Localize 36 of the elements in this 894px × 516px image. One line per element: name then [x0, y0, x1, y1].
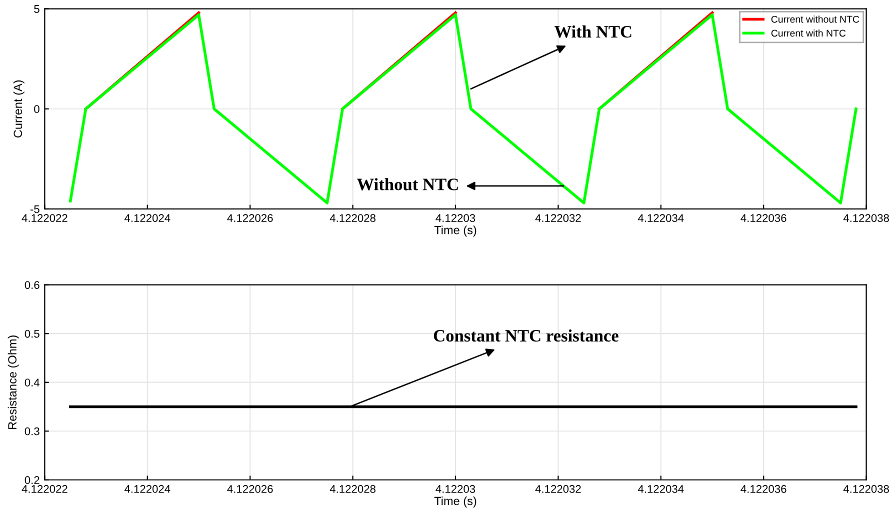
x-tick-label: 4.122026: [227, 214, 273, 222]
x-axis-title: Time (s): [434, 496, 476, 508]
x-tick-label: 4.122038: [843, 485, 889, 493]
annotation: Without NTC: [356, 178, 458, 190]
y-axis-title: Current (A): [13, 80, 24, 138]
x-tick-label: 4.122036: [740, 214, 786, 222]
y-tick-label: 0.4: [24, 378, 40, 386]
legend-label: Current without NTC: [771, 16, 860, 23]
annotation: Constant NTC resistance: [434, 329, 618, 342]
x-tick-label: 4.12203: [436, 485, 476, 493]
y-tick-label: 5: [34, 5, 40, 13]
x-tick-label: 4.122032: [535, 485, 581, 493]
line-series: [68, 13, 858, 204]
x-tick-label: 4.122034: [638, 485, 684, 493]
x-tick-label: 4.122032: [535, 214, 581, 222]
x-tick-label: 4.12203: [436, 214, 476, 222]
x-tick-label: 4.122026: [227, 485, 273, 493]
y-tick-label: -5: [30, 205, 40, 214]
y-tick-label: 0.5: [24, 330, 40, 338]
x-tick-label: 4.122022: [22, 485, 68, 493]
x-tick-label: 4.122024: [124, 214, 170, 222]
x-tick-label: 4.122024: [124, 485, 170, 493]
x-tick-label: 4.122034: [638, 214, 684, 222]
x-tick-label: 4.122038: [843, 214, 889, 222]
x-tick-label: 4.122036: [740, 485, 786, 493]
annotation: With NTC: [554, 25, 632, 38]
x-tick-label: 4.122028: [330, 485, 376, 493]
y-axis-title: Resistance (Ohm): [8, 336, 19, 429]
y-tick-label: 0.6: [24, 281, 40, 289]
legend-label: Current with NTC: [771, 30, 846, 37]
x-axis-title: Time (s): [434, 226, 476, 237]
y-tick-label: 0.2: [24, 476, 40, 484]
y-tick-label: 0.3: [24, 427, 40, 436]
x-tick-label: 4.122022: [22, 214, 68, 222]
x-tick-label: 4.122028: [330, 214, 376, 222]
y-tick-label: 0: [34, 105, 40, 114]
